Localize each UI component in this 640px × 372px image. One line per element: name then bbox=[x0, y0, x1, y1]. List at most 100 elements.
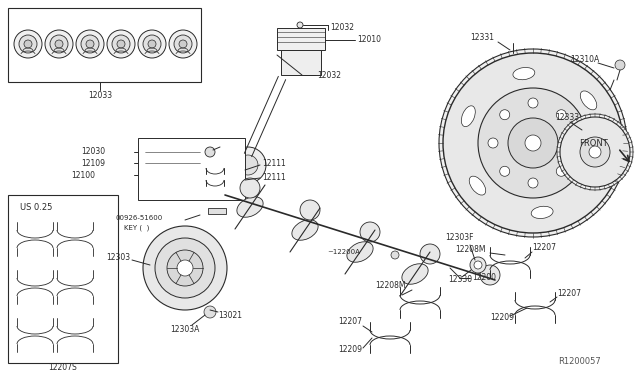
Circle shape bbox=[107, 30, 135, 58]
Text: 12207S: 12207S bbox=[49, 363, 77, 372]
Text: 12109: 12109 bbox=[81, 158, 105, 167]
Bar bbox=[208, 208, 226, 214]
Circle shape bbox=[155, 238, 215, 298]
Circle shape bbox=[238, 155, 258, 175]
Circle shape bbox=[500, 110, 509, 120]
Circle shape bbox=[179, 40, 187, 48]
Circle shape bbox=[204, 306, 216, 318]
Circle shape bbox=[560, 117, 630, 187]
Text: 12303A: 12303A bbox=[170, 326, 200, 334]
Circle shape bbox=[528, 98, 538, 108]
Text: FRONT: FRONT bbox=[579, 138, 608, 148]
Text: 12303F: 12303F bbox=[445, 234, 474, 243]
Circle shape bbox=[525, 135, 541, 151]
Text: 12207: 12207 bbox=[338, 317, 362, 327]
Circle shape bbox=[143, 226, 227, 310]
Circle shape bbox=[117, 40, 125, 48]
Text: 12207: 12207 bbox=[532, 244, 556, 253]
Circle shape bbox=[300, 200, 320, 220]
Circle shape bbox=[19, 35, 37, 53]
Circle shape bbox=[474, 261, 482, 269]
Ellipse shape bbox=[580, 91, 596, 110]
Circle shape bbox=[488, 138, 498, 148]
Text: KEY (  ): KEY ( ) bbox=[124, 225, 149, 231]
Circle shape bbox=[45, 30, 73, 58]
Text: R1200057: R1200057 bbox=[558, 357, 601, 366]
Text: 12303: 12303 bbox=[106, 253, 130, 262]
Ellipse shape bbox=[531, 206, 553, 218]
Bar bbox=[8, 8, 201, 82]
Circle shape bbox=[169, 30, 197, 58]
Circle shape bbox=[500, 166, 509, 176]
Text: 12200: 12200 bbox=[472, 273, 496, 282]
Circle shape bbox=[480, 265, 500, 285]
Circle shape bbox=[360, 222, 380, 242]
Text: 12209: 12209 bbox=[490, 314, 514, 323]
Circle shape bbox=[81, 35, 99, 53]
Circle shape bbox=[138, 30, 166, 58]
Circle shape bbox=[76, 30, 104, 58]
Circle shape bbox=[443, 53, 623, 233]
Circle shape bbox=[557, 114, 633, 190]
Circle shape bbox=[568, 138, 578, 148]
Text: 12030: 12030 bbox=[81, 148, 105, 157]
Text: 12207: 12207 bbox=[557, 289, 581, 298]
Circle shape bbox=[177, 260, 193, 276]
Text: 12033: 12033 bbox=[88, 90, 112, 99]
Circle shape bbox=[391, 251, 399, 259]
Ellipse shape bbox=[347, 242, 373, 262]
Circle shape bbox=[148, 40, 156, 48]
Ellipse shape bbox=[591, 159, 605, 180]
Bar bbox=[281, 50, 321, 75]
Circle shape bbox=[508, 118, 558, 168]
Text: 13021: 13021 bbox=[218, 311, 242, 320]
Ellipse shape bbox=[461, 106, 476, 126]
Circle shape bbox=[615, 60, 625, 70]
Circle shape bbox=[167, 250, 203, 286]
Circle shape bbox=[240, 178, 260, 198]
Circle shape bbox=[297, 22, 303, 28]
Circle shape bbox=[528, 178, 538, 188]
Ellipse shape bbox=[513, 67, 535, 80]
Circle shape bbox=[14, 30, 42, 58]
Circle shape bbox=[174, 35, 192, 53]
Text: 12032: 12032 bbox=[317, 71, 341, 80]
Text: 12310A: 12310A bbox=[570, 55, 599, 64]
Circle shape bbox=[589, 146, 601, 158]
Circle shape bbox=[205, 147, 215, 157]
Text: 12111: 12111 bbox=[262, 158, 285, 167]
Circle shape bbox=[556, 110, 566, 120]
Text: 12208M: 12208M bbox=[375, 280, 406, 289]
Text: ~12200A: ~12200A bbox=[327, 249, 360, 255]
Bar bbox=[8, 195, 118, 363]
Circle shape bbox=[24, 40, 32, 48]
Text: 12032: 12032 bbox=[330, 23, 354, 32]
Bar bbox=[277, 28, 325, 50]
Text: 12333: 12333 bbox=[555, 113, 579, 122]
Ellipse shape bbox=[292, 220, 318, 240]
Text: US 0.25: US 0.25 bbox=[20, 202, 52, 212]
Text: 12010: 12010 bbox=[357, 35, 381, 45]
Circle shape bbox=[478, 88, 588, 198]
Circle shape bbox=[55, 40, 63, 48]
Text: 12100: 12100 bbox=[71, 170, 95, 180]
Ellipse shape bbox=[402, 264, 428, 284]
Text: 00926-51600: 00926-51600 bbox=[115, 215, 163, 221]
Circle shape bbox=[439, 49, 627, 237]
Ellipse shape bbox=[237, 197, 263, 217]
Text: 12330: 12330 bbox=[448, 276, 472, 285]
Ellipse shape bbox=[469, 176, 486, 195]
Circle shape bbox=[50, 35, 68, 53]
Circle shape bbox=[86, 40, 94, 48]
Circle shape bbox=[112, 35, 130, 53]
Circle shape bbox=[580, 137, 610, 167]
Text: 12208M: 12208M bbox=[455, 246, 486, 254]
Circle shape bbox=[143, 35, 161, 53]
Text: 12111: 12111 bbox=[262, 173, 285, 183]
Bar bbox=[138, 138, 245, 200]
Text: 12331: 12331 bbox=[470, 33, 494, 42]
Text: 12209: 12209 bbox=[338, 346, 362, 355]
Circle shape bbox=[420, 244, 440, 264]
Circle shape bbox=[230, 147, 266, 183]
Circle shape bbox=[556, 166, 566, 176]
